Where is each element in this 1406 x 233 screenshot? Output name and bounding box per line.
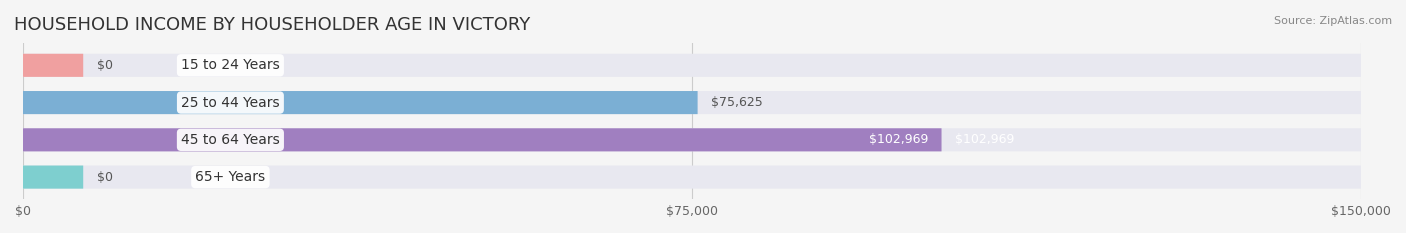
FancyBboxPatch shape [22, 128, 1361, 151]
Text: $0: $0 [97, 59, 112, 72]
Text: HOUSEHOLD INCOME BY HOUSEHOLDER AGE IN VICTORY: HOUSEHOLD INCOME BY HOUSEHOLDER AGE IN V… [14, 16, 530, 34]
FancyBboxPatch shape [22, 54, 1361, 77]
FancyBboxPatch shape [22, 128, 942, 151]
Text: 65+ Years: 65+ Years [195, 170, 266, 184]
FancyBboxPatch shape [22, 165, 83, 189]
Text: $0: $0 [97, 171, 112, 184]
Text: Source: ZipAtlas.com: Source: ZipAtlas.com [1274, 16, 1392, 26]
Text: $102,969: $102,969 [869, 133, 928, 146]
Text: $102,969: $102,969 [955, 133, 1014, 146]
Text: 45 to 64 Years: 45 to 64 Years [181, 133, 280, 147]
FancyBboxPatch shape [22, 54, 83, 77]
Text: 15 to 24 Years: 15 to 24 Years [181, 58, 280, 72]
FancyBboxPatch shape [22, 91, 1361, 114]
Text: 25 to 44 Years: 25 to 44 Years [181, 96, 280, 110]
FancyBboxPatch shape [22, 165, 1361, 189]
Text: $75,625: $75,625 [711, 96, 762, 109]
FancyBboxPatch shape [22, 91, 697, 114]
